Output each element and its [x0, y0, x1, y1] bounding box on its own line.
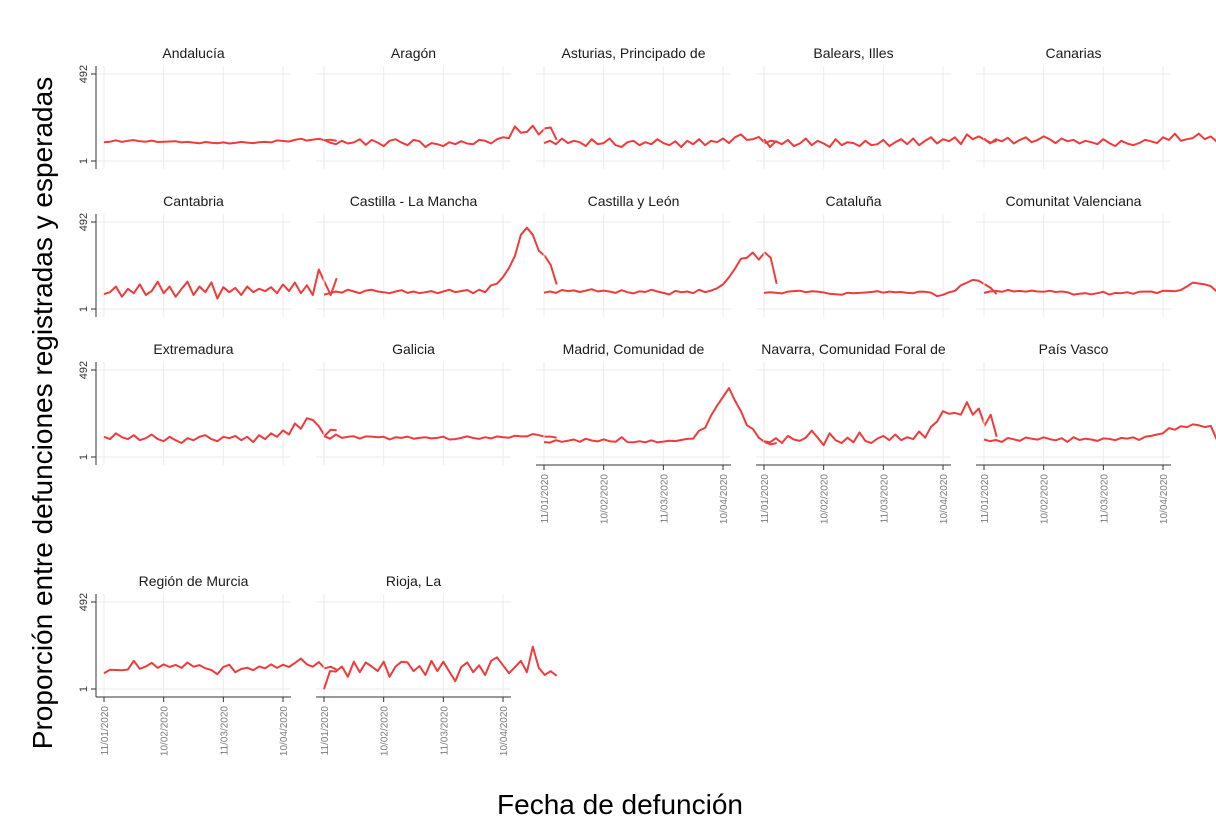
y-tick-label: 492: [78, 213, 90, 231]
x-tick-label: 11/03/2020: [879, 474, 890, 524]
x-tick-label: 10/02/2020: [600, 474, 611, 524]
x-tick-label: 10/02/2020: [1040, 474, 1051, 524]
panel-title: Madrid, Comunidad de: [563, 341, 705, 357]
panel-title: Galicia: [392, 341, 435, 357]
x-tick-label: 11/01/2020: [760, 474, 771, 524]
x-tick-label: 11/01/2020: [540, 474, 551, 524]
series-line: [323, 226, 558, 296]
panel-title: Rioja, La: [386, 573, 441, 589]
x-tick-label: 10/04/2020: [1159, 474, 1170, 524]
panel-title: Castilla - La Mancha: [350, 193, 478, 209]
x-tick-label: 11/03/2020: [439, 706, 450, 756]
panel-title: Aragón: [391, 45, 436, 61]
panel-title: Castilla y León: [588, 193, 680, 209]
panel-title: Asturias, Principado de: [562, 45, 706, 61]
series-line: [103, 137, 337, 145]
y-tick-label: 1: [78, 454, 90, 460]
y-tick-label: 492: [78, 361, 90, 379]
panel-title: Comunitat Valenciana: [1006, 193, 1142, 209]
x-tick-label: 10/04/2020: [499, 706, 510, 756]
panel-title: Extremadura: [153, 341, 233, 357]
x-tick-label: 10/04/2020: [719, 474, 730, 524]
y-tick-label: 1: [78, 306, 90, 312]
series-line: [763, 133, 997, 148]
panel-title: Balears, Illes: [813, 45, 893, 61]
series-line: [983, 423, 1216, 443]
x-axis-title: Fecha de defunción: [497, 789, 743, 820]
x-tick-label: 10/04/2020: [279, 706, 290, 756]
y-tick-label: 492: [78, 593, 90, 611]
x-tick-label: 11/03/2020: [659, 474, 670, 524]
x-tick-label: 11/01/2020: [100, 706, 111, 756]
panel-title: Navarra, Comunidad Foral de: [761, 341, 946, 357]
series-line: [763, 278, 998, 298]
series-line: [763, 401, 998, 447]
y-tick-label: 492: [78, 65, 90, 83]
panel-title: País Vasco: [1039, 341, 1109, 357]
series-line: [103, 657, 338, 676]
panel-title: Cataluña: [825, 193, 881, 209]
series-line: [103, 268, 338, 300]
x-tick-label: 10/02/2020: [380, 706, 391, 756]
series-line: [323, 433, 557, 441]
y-axis-title: Proporción entre defunciones registradas…: [27, 77, 58, 749]
x-tick-label: 10/04/2020: [939, 474, 950, 524]
panel-title: Región de Murcia: [139, 573, 249, 589]
panel-title: Andalucía: [162, 45, 224, 61]
series-line: [543, 387, 777, 446]
x-tick-label: 11/01/2020: [320, 706, 331, 756]
panel-title: Canarias: [1045, 45, 1101, 61]
panel-title: Cantabria: [163, 193, 224, 209]
x-tick-label: 11/03/2020: [1099, 474, 1110, 524]
y-tick-label: 1: [78, 158, 90, 164]
series-line: [103, 417, 337, 444]
x-tick-label: 11/01/2020: [980, 474, 991, 524]
series-line: [323, 645, 558, 690]
series-line: [323, 124, 558, 148]
x-tick-label: 11/03/2020: [219, 706, 230, 756]
series-line: [543, 133, 777, 148]
x-tick-label: 10/02/2020: [160, 706, 171, 756]
series-line: [983, 281, 1216, 296]
series-line: [983, 132, 1216, 148]
series-line: [543, 251, 778, 296]
y-tick-label: 1: [78, 686, 90, 692]
x-tick-label: 10/02/2020: [820, 474, 831, 524]
